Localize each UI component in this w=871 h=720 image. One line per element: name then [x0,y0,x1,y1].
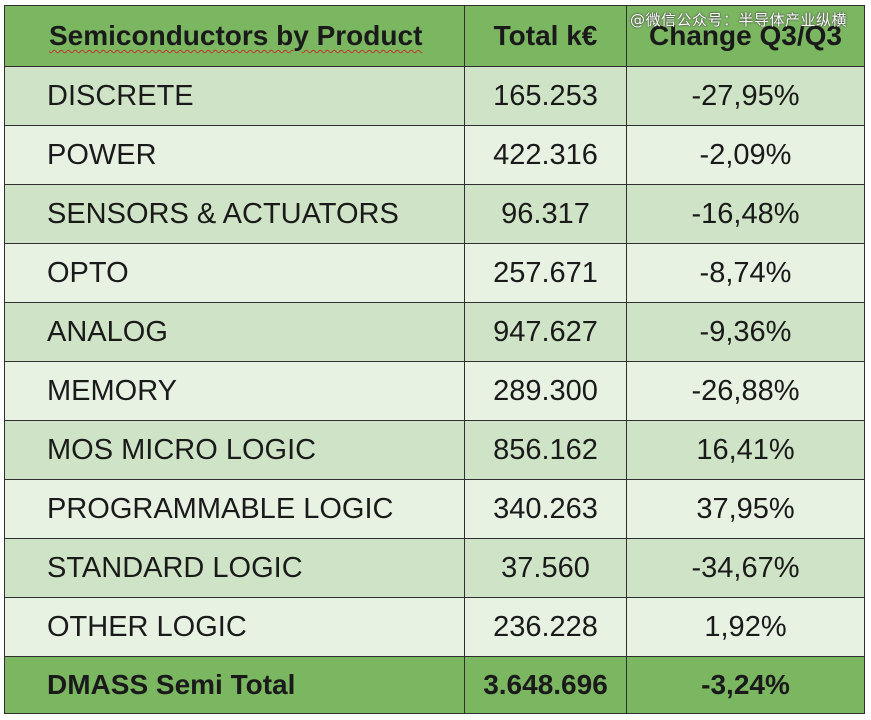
change-cell: 1,92% [626,597,865,657]
header-total: Total k€ [464,5,627,67]
product-cell: OPTO [4,243,465,303]
product-cell: ANALOG [4,302,465,362]
total-cell: 96.317 [464,184,627,244]
change-cell: -2,09% [626,125,865,185]
total-cell: 289.300 [464,361,627,421]
product-cell: POWER [4,125,465,185]
table-row: ANALOG 947.627 -9,36% [4,302,865,362]
change-cell: -8,74% [626,243,865,303]
change-cell: 16,41% [626,420,865,480]
product-cell: OTHER LOGIC [4,597,465,657]
total-cell: 236.228 [464,597,627,657]
semiconductor-table: Semiconductors by Product Total k€ Chang… [4,5,865,714]
total-change-cell: -3,24% [626,656,865,714]
total-cell: 422.316 [464,125,627,185]
change-cell: -27,95% [626,66,865,126]
product-cell: PROGRAMMABLE LOGIC [4,479,465,539]
change-cell: -34,67% [626,538,865,598]
total-cell: 947.627 [464,302,627,362]
change-cell: -26,88% [626,361,865,421]
table-row: PROGRAMMABLE LOGIC 340.263 37,95% [4,479,865,539]
total-cell: 340.263 [464,479,627,539]
change-cell: 37,95% [626,479,865,539]
total-cell: 856.162 [464,420,627,480]
table-row: DISCRETE 165.253 -27,95% [4,66,865,126]
table-row: MOS MICRO LOGIC 856.162 16,41% [4,420,865,480]
table-row: POWER 422.316 -2,09% [4,125,865,185]
grand-total-cell: 3.648.696 [464,656,627,714]
product-cell: MEMORY [4,361,465,421]
product-cell: DISCRETE [4,66,465,126]
total-cell: 37.560 [464,538,627,598]
table-header-row: Semiconductors by Product Total k€ Chang… [4,5,865,67]
watermark-text: @微信公众号：半导体产业纵横 [630,11,848,29]
table-row: STANDARD LOGIC 37.560 -34,67% [4,538,865,598]
change-cell: -9,36% [626,302,865,362]
header-product: Semiconductors by Product [4,5,465,67]
table-row: OTHER LOGIC 236.228 1,92% [4,597,865,657]
total-cell: 165.253 [464,66,627,126]
product-cell: STANDARD LOGIC [4,538,465,598]
total-row: DMASS Semi Total 3.648.696 -3,24% [4,656,865,714]
total-label-cell: DMASS Semi Total [4,656,465,714]
change-cell: -16,48% [626,184,865,244]
product-cell: MOS MICRO LOGIC [4,420,465,480]
product-cell: SENSORS & ACTUATORS [4,184,465,244]
table-row: OPTO 257.671 -8,74% [4,243,865,303]
total-cell: 257.671 [464,243,627,303]
table-row: SENSORS & ACTUATORS 96.317 -16,48% [4,184,865,244]
table-row: MEMORY 289.300 -26,88% [4,361,865,421]
